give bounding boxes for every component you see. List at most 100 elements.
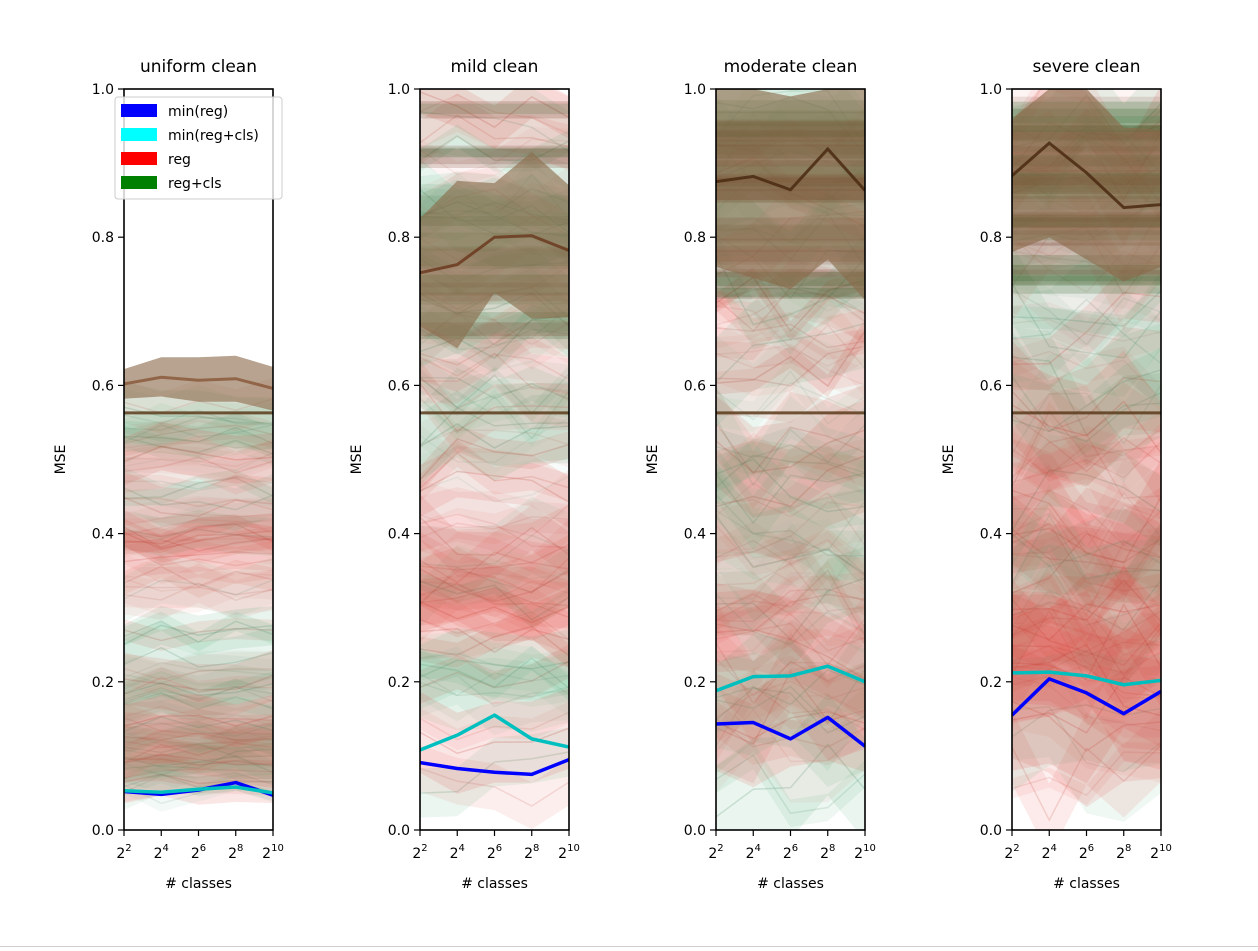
reg-run-band — [716, 575, 865, 636]
reg-cls-run-line — [124, 416, 273, 431]
y-tick-label: 0.0 — [388, 823, 410, 839]
reg-run-band — [1012, 625, 1161, 783]
reg-run-line — [716, 292, 865, 326]
reg-run-band — [420, 546, 569, 655]
reg-run-band — [1012, 518, 1161, 599]
reg-run-band — [716, 632, 865, 784]
reg-cls-run-line — [124, 436, 273, 455]
chart-panel-3: 0.0 0.2 0.4 0.6 0.8 1.0 22 24 26 28 210 moderate cl… — [645, 57, 876, 892]
reg-run-line — [420, 660, 569, 689]
reg-cls-run-line — [716, 577, 865, 641]
reg-run-line — [420, 91, 569, 129]
reg-run-line — [716, 330, 865, 388]
reg-cls-run-band — [1012, 484, 1161, 615]
reg-run-line — [420, 353, 569, 382]
reg-cls-run-line — [1012, 282, 1161, 359]
reg-run-line — [1012, 617, 1161, 678]
reg-cls-run-band — [124, 605, 273, 664]
y-tick-label: 1.0 — [388, 82, 410, 98]
reg-cls-run-line — [420, 390, 569, 440]
reg-run-line — [124, 565, 273, 588]
reg-run-band — [716, 528, 865, 647]
reg-run-line — [1012, 414, 1161, 473]
legend-swatch — [121, 152, 157, 165]
reg-cls-run-line — [420, 422, 569, 449]
x-axis-label: # classes — [165, 876, 232, 892]
x-tick-label: 24 — [746, 843, 761, 862]
reg-run-line — [1012, 492, 1161, 549]
plot-area — [716, 89, 865, 830]
reg-cls-run-line — [716, 458, 865, 513]
reg-cls-run-line — [716, 500, 865, 552]
reg-run-band — [124, 509, 273, 565]
reg-run-line — [124, 674, 273, 691]
y-tick-label: 0.0 — [92, 823, 114, 839]
reg-cls-run-band — [124, 674, 273, 728]
reg-cls-run-band — [124, 650, 273, 703]
panel-title: severe clean — [1032, 57, 1140, 77]
reg-cls-run-band — [716, 355, 865, 440]
reg-cls-run-band — [124, 678, 273, 711]
x-tick-label: 26 — [783, 843, 798, 862]
y-axis-label: MSE — [349, 445, 365, 475]
reg-run-band — [716, 516, 865, 584]
reg-cls-run-band — [420, 407, 569, 474]
reg-run-line — [420, 727, 569, 755]
upper-run-band — [1012, 264, 1161, 275]
reg-cls-run-line — [420, 674, 569, 708]
reg-cls-run-line — [1012, 289, 1161, 346]
reg-cls-run-band — [124, 765, 273, 801]
y-tick-label: 0.2 — [92, 675, 114, 691]
reg-run-line — [1012, 489, 1161, 547]
reg-run-band — [124, 651, 273, 697]
reg-cls-run-band — [420, 647, 569, 722]
reg-run-band — [124, 518, 273, 563]
reg-cls-run-line — [124, 620, 273, 643]
reg-run-band — [124, 422, 273, 486]
reg-run-band — [1012, 459, 1161, 614]
reg-run-band — [420, 501, 569, 553]
background-runs — [124, 378, 273, 812]
reg-run-line — [716, 711, 865, 740]
reg-run-line — [420, 627, 569, 654]
reg-run-band — [124, 548, 273, 616]
reg-run-line — [1012, 350, 1161, 400]
reg-run-band — [420, 614, 569, 669]
reg-cls-run-line — [124, 682, 273, 697]
reg-cls-run-line — [420, 373, 569, 415]
y-tick-label: 0.8 — [980, 230, 1002, 246]
reg-run-band — [716, 560, 865, 685]
reg-cls-run-line — [716, 382, 865, 421]
reg-cls-run-line — [1012, 589, 1161, 657]
reg-run-line — [1012, 645, 1161, 697]
reg-cls-run-band — [124, 510, 273, 556]
series-min-reg-cls — [1012, 670, 1161, 687]
reg-run-band — [124, 497, 273, 558]
reg-run-line — [124, 758, 273, 767]
reg-run-band — [124, 514, 273, 554]
reg-cls-run-band — [124, 743, 273, 793]
upper-run-band — [420, 103, 569, 115]
reg-cls-run-line — [420, 377, 569, 409]
reg-cls-run-band — [1012, 518, 1161, 675]
legend-label: min(reg) — [168, 104, 228, 120]
reg-run-band — [1012, 626, 1161, 784]
reg-cls-run-line — [124, 686, 273, 703]
reg-run-band — [124, 698, 273, 757]
reg-cls-run-line — [124, 661, 273, 679]
reg-run-line — [124, 497, 273, 511]
reg-run-band — [124, 474, 273, 534]
reg-run-band — [716, 291, 865, 382]
reg-cls-run-band — [420, 305, 569, 374]
mean-band — [124, 355, 273, 411]
reg-run-band — [124, 495, 273, 544]
reg-run-line — [124, 721, 273, 733]
reg-run-band — [716, 267, 865, 342]
reg-run-band — [420, 126, 569, 187]
reg-cls-run-band — [716, 441, 865, 530]
reg-run-line — [1012, 522, 1161, 592]
reg-run-line — [124, 496, 273, 517]
reg-run-band — [124, 435, 273, 495]
reg-cls-run-line — [124, 426, 273, 444]
reg-cls-run-band — [716, 406, 865, 481]
